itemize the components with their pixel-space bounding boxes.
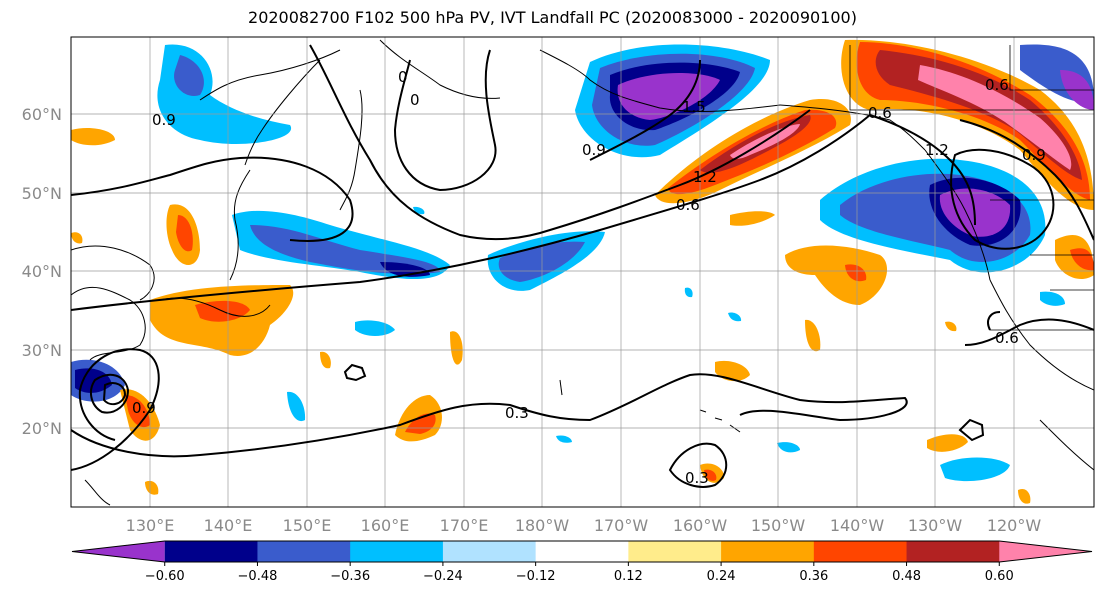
lon-tick-label: 160°W [673,516,728,535]
plot-frame [70,36,1095,508]
contour-label: 0 [398,68,408,86]
colorbar-segment [813,541,908,562]
contour-label: 0.6 [868,104,892,122]
colorbar-segment [442,541,537,562]
colorbar-segment [164,541,258,562]
contour-label: 0 [410,91,420,109]
colorbar-label: −0.60 [145,569,185,584]
coastlines [71,39,1094,506]
colorbar: −0.60 −0.48 −0.36 −0.24 −0.12 0.12 0.24 0.36 0.4… [71,540,1093,584]
pv-shading: 0.9 0 0 0.9 0.6 1.5 1.2 0.6 0.6 1.2 0.9 … [71,37,1094,507]
colorbar-segment [257,541,351,562]
colorbar-label: −0.12 [516,569,556,584]
lon-tick-label: 120°W [987,516,1042,535]
lat-tick-label: 60°N [22,105,62,124]
colorbar-segment [535,541,629,562]
contour-label: 0.6 [676,196,700,214]
borders [849,45,1094,331]
contour-label: 0.6 [995,329,1019,347]
contour-label: 0.9 [1022,146,1046,164]
lon-tick-label: 160°E [361,516,410,535]
ivt-contours [71,44,1094,488]
contour-label: 0.3 [685,469,709,487]
colorbar-label: −0.24 [423,569,463,584]
lon-tick-label: 170°E [440,516,489,535]
positive-pv-regions [71,39,1094,504]
colorbar-segment [628,541,722,562]
contour-label: 0.9 [582,141,606,159]
colorbar-segment [721,541,815,562]
colorbar-segment [72,541,165,562]
colorbar-label: 0.48 [892,569,921,584]
lat-tick-label: 30°N [22,341,62,360]
lon-tick-label: 130°E [126,516,175,535]
colorbar-label: 0.36 [799,569,828,584]
colorbar-segment [999,541,1092,562]
lon-tick-label: 150°W [751,516,806,535]
contour-label: 0.6 [985,76,1009,94]
colorbar-label: 0.60 [985,569,1014,584]
lon-tick-label: 180°W [515,516,570,535]
contour-labels: 0.9 0 0 0.9 0.6 1.5 1.2 0.6 0.6 1.2 0.9 … [132,68,1046,487]
lon-tick-label: 170°W [594,516,649,535]
contour-label: 1.2 [925,141,949,159]
colorbar-label: −0.36 [330,569,370,584]
contour-label: 0.9 [132,399,156,417]
contour-label: 1.5 [682,98,706,116]
lat-tick-label: 50°N [22,184,62,203]
gridlines [71,37,1094,507]
longitude-labels: 130°E 140°E 150°E 160°E 170°E 180°W 170°… [126,516,1042,535]
lat-tick-label: 20°N [22,419,62,438]
map-title: 2020082700 F102 500 hPa PV, IVT Landfall… [248,8,857,27]
contour-label: 0.9 [152,111,176,129]
lon-tick-label: 140°W [830,516,885,535]
colorbar-label: 0.12 [614,569,643,584]
colorbar-label: −0.48 [238,569,278,584]
contour-label: 0.3 [505,404,529,422]
colorbar-segment [906,541,1000,562]
lon-tick-label: 150°E [283,516,332,535]
colorbar-segment [350,541,444,562]
lat-tick-label: 40°N [22,262,62,281]
lon-tick-label: 140°E [204,516,253,535]
colorbar-label: 0.24 [707,569,736,584]
contour-label: 1.2 [693,168,717,186]
latitude-labels: 60°N 50°N 40°N 30°N 20°N [22,105,62,438]
lon-tick-label: 130°W [908,516,963,535]
